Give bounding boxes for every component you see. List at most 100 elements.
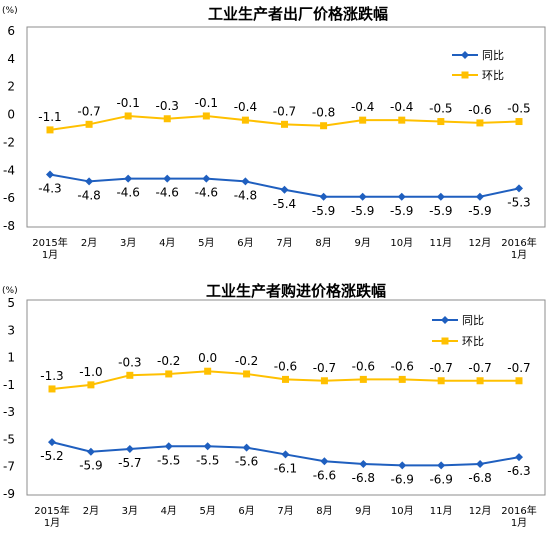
data-label: -5.9 bbox=[79, 459, 102, 473]
x-tick-line: 10月 bbox=[391, 505, 414, 517]
data-point-marker bbox=[515, 453, 523, 462]
data-label: -4.3 bbox=[38, 181, 61, 195]
y-tick-label: 4 bbox=[7, 52, 15, 66]
x-tick-label: 12月 bbox=[469, 237, 492, 249]
data-point-marker bbox=[282, 375, 289, 383]
data-point-marker bbox=[124, 112, 132, 120]
data-point-marker bbox=[320, 122, 328, 130]
data-label: -5.4 bbox=[273, 197, 296, 211]
x-tick-label: 9月 bbox=[354, 237, 370, 249]
legend-marker bbox=[461, 71, 469, 79]
data-label: -1.3 bbox=[40, 369, 63, 383]
legend-label: 环比 bbox=[462, 335, 484, 348]
y-tick-label: -6 bbox=[3, 191, 15, 205]
x-tick-line: 4月 bbox=[161, 505, 177, 517]
data-label: -4.6 bbox=[116, 186, 139, 200]
y-tick-label: 2 bbox=[7, 80, 15, 94]
data-point-marker bbox=[281, 450, 290, 459]
data-point-marker bbox=[241, 116, 249, 124]
data-label: -0.1 bbox=[116, 96, 139, 110]
y-tick-label: 1 bbox=[7, 351, 15, 365]
x-tick-line: 10月 bbox=[390, 237, 413, 249]
x-tick-line: 6月 bbox=[237, 237, 253, 249]
data-point-marker bbox=[515, 118, 523, 126]
y-axis-unit: (%) bbox=[2, 286, 18, 296]
data-point-marker bbox=[87, 381, 95, 389]
data-label: -0.2 bbox=[235, 354, 258, 368]
x-tick-label: 7月 bbox=[277, 505, 293, 517]
data-label: -5.3 bbox=[507, 195, 530, 209]
x-tick-line: 1月 bbox=[511, 517, 527, 529]
data-label: -0.1 bbox=[195, 96, 218, 110]
x-tick-line: 1月 bbox=[44, 517, 60, 529]
x-tick-label: 12月 bbox=[469, 505, 492, 517]
y-tick-label: 6 bbox=[7, 24, 15, 38]
data-label: -0.3 bbox=[156, 99, 179, 113]
x-tick-line: 6月 bbox=[238, 505, 254, 517]
x-tick-line: 8月 bbox=[315, 237, 331, 249]
data-label: -0.7 bbox=[313, 361, 336, 375]
data-point-marker bbox=[437, 461, 446, 470]
x-tick-line: 2016年 bbox=[501, 236, 536, 249]
data-label: -4.8 bbox=[234, 188, 257, 202]
data-point-marker bbox=[359, 375, 367, 383]
data-label: -6.9 bbox=[391, 472, 414, 486]
x-tick-label: 10月 bbox=[390, 237, 413, 249]
x-tick-line: 1月 bbox=[511, 249, 527, 261]
series-yoy: -5.2 -5.9 -5.7 -5.5 -5.5 -5.6 -6.1 -6.6 -6.8 -6.9… bbox=[40, 438, 531, 486]
data-label: -0.4 bbox=[351, 100, 374, 114]
x-tick-label: 11月 bbox=[430, 505, 453, 517]
data-point-marker bbox=[358, 192, 367, 201]
data-label: -5.9 bbox=[468, 204, 491, 218]
chart-title: 工业生产者购进价格涨跌幅 bbox=[206, 282, 386, 300]
data-label: -6.6 bbox=[313, 468, 336, 482]
x-tick-line: 11月 bbox=[430, 505, 453, 517]
y-tick-label: -1 bbox=[3, 378, 15, 392]
x-tick-line: 5月 bbox=[198, 237, 214, 249]
x-tick-line: 5月 bbox=[199, 505, 215, 517]
data-label: -0.6 bbox=[468, 103, 491, 117]
data-point-marker bbox=[46, 170, 54, 179]
x-tick-line: 7月 bbox=[276, 237, 292, 249]
x-tick-line: 2月 bbox=[83, 505, 99, 517]
plot-area-border bbox=[26, 299, 546, 496]
x-tick-line: 11月 bbox=[429, 237, 452, 249]
legend-label: 同比 bbox=[462, 314, 484, 327]
x-tick-label: 2月 bbox=[81, 237, 97, 249]
data-label: -1.1 bbox=[38, 110, 61, 124]
y-tick-label: -8 bbox=[3, 219, 15, 233]
series-mom: -1.1 -0.7 -0.1 -0.3 -0.1 -0.4 -0.7 -0.8 -0.4 -0.4… bbox=[38, 96, 531, 134]
data-label: -0.4 bbox=[234, 100, 257, 114]
data-label: -6.8 bbox=[468, 471, 491, 485]
y-tick-label: 3 bbox=[7, 323, 15, 337]
data-label: -5.2 bbox=[40, 449, 63, 463]
x-tick-label: 4月 bbox=[159, 237, 175, 249]
x-tick-label: 5月 bbox=[198, 237, 214, 249]
chart-title: 工业生产者出厂价格涨跌幅 bbox=[208, 5, 388, 23]
x-tick-label: 8月 bbox=[315, 237, 331, 249]
data-label: -5.9 bbox=[390, 204, 413, 218]
x-tick-label: 7月 bbox=[276, 237, 292, 249]
x-tick-label: 2015年 1月 bbox=[34, 504, 69, 529]
x-tick-label: 2015年 1月 bbox=[32, 236, 67, 261]
data-point-marker bbox=[476, 377, 484, 385]
data-label: -4.8 bbox=[77, 188, 100, 202]
x-tick-label: 2月 bbox=[83, 505, 99, 517]
data-point-marker bbox=[202, 174, 211, 183]
data-label: -6.1 bbox=[274, 461, 297, 475]
y-tick-label: -3 bbox=[3, 405, 15, 419]
data-label: -6.3 bbox=[507, 464, 530, 478]
x-tick-line: 2016年 bbox=[501, 504, 536, 517]
data-point-marker bbox=[475, 192, 484, 201]
data-label: -0.7 bbox=[507, 361, 530, 375]
x-tick-label: 11月 bbox=[429, 237, 452, 249]
data-point-marker bbox=[242, 443, 251, 452]
data-label: -6.9 bbox=[429, 472, 452, 486]
data-point-marker bbox=[126, 371, 134, 379]
data-point-marker bbox=[48, 438, 56, 447]
x-tick-line: 2月 bbox=[81, 237, 97, 249]
data-point-marker bbox=[515, 377, 523, 385]
data-point-marker bbox=[319, 192, 328, 201]
data-point-marker bbox=[280, 185, 289, 194]
